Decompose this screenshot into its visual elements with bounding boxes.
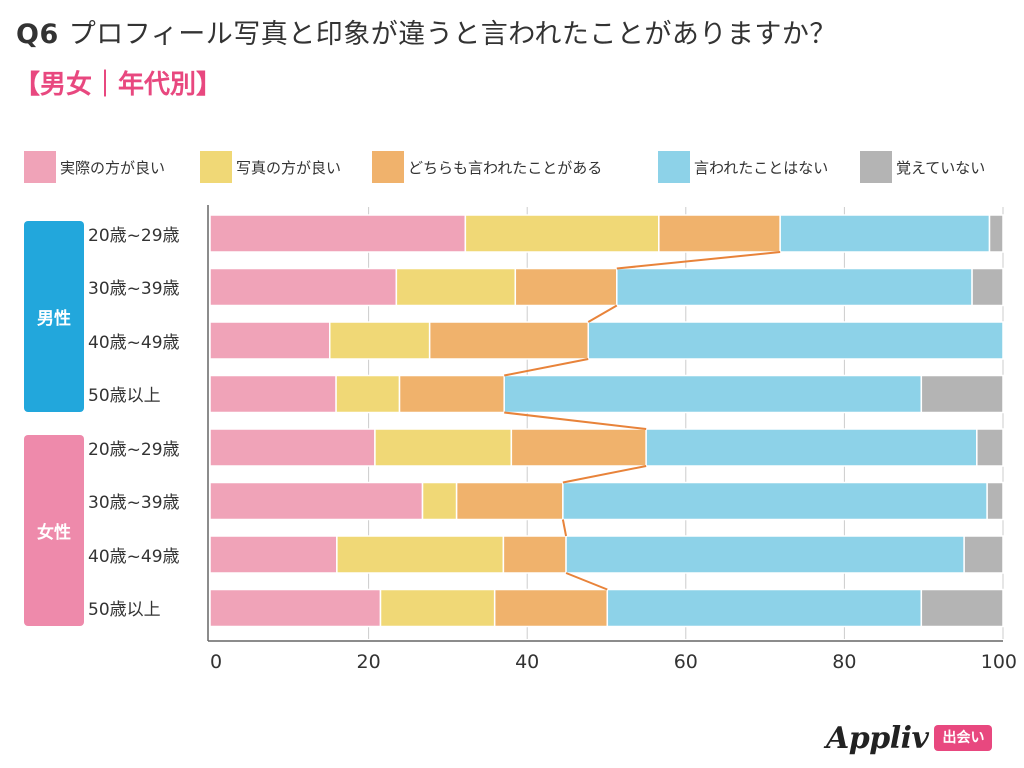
legend-swatch (372, 151, 404, 183)
connector-line-6 (561, 519, 568, 537)
group-badge-female: 女性 (24, 435, 84, 626)
legend-label: 言われたことはない (694, 158, 829, 177)
bar-3-4 (587, 321, 1004, 360)
bar-4-1 (209, 374, 337, 414)
logo-tag: 出会い (934, 725, 993, 751)
x-tick-label-20: 20 (357, 651, 381, 673)
bar-6-5 (986, 481, 1004, 521)
legend-label: どちらも言われたことがある (408, 158, 603, 177)
bar-5-2 (374, 428, 513, 467)
bar-7-1 (209, 535, 338, 574)
bar-1-1 (209, 214, 467, 253)
legend-label: 写真の方が良い (236, 158, 342, 177)
connector-line-7 (565, 572, 608, 591)
bar-2-4 (616, 267, 973, 307)
x-tick-label-80: 80 (832, 651, 856, 673)
bar-8-1 (209, 588, 382, 628)
legend-label: 実際の方が良い (60, 158, 166, 177)
bar-1-3 (658, 214, 781, 253)
row-label: 30歳~39歳 (88, 493, 180, 513)
connector-line-5 (562, 465, 647, 484)
bar-5-3 (510, 428, 647, 467)
bar-8-2 (379, 588, 496, 628)
bar-4-3 (398, 374, 505, 414)
bar-6-4 (562, 481, 988, 521)
connector-line-4 (504, 411, 647, 430)
legend-item: 覚えていない (860, 150, 985, 184)
bar-4-5 (920, 374, 1004, 414)
row-label: 40歳~49歳 (88, 332, 180, 353)
legend-label: 覚えていない (896, 158, 986, 177)
question-title: Q6 プロフィール写真と印象が違うと言われたことがありますか？ (16, 12, 1016, 51)
bar-4-4 (503, 374, 923, 414)
legend-item: 実際の方が良い (24, 150, 165, 184)
row-label: 30歳~39歳 (88, 279, 180, 299)
bar-1-2 (464, 214, 660, 253)
bar-2-2 (395, 267, 517, 307)
bar-6-1 (209, 481, 424, 521)
bar-7-5 (963, 535, 1004, 574)
legend-swatch (860, 151, 892, 183)
bar-7-3 (502, 535, 567, 574)
row-label: 50歳以上 (88, 386, 161, 406)
row-label: 50歳以上 (88, 600, 161, 620)
bar-5-1 (209, 428, 376, 467)
question-number: Q6 (16, 19, 59, 50)
connector-line-3 (504, 358, 589, 377)
question-text: プロフィール写真と印象が違うと言われたことがありますか？ (68, 19, 837, 50)
row-label: 20歳~29歳 (88, 439, 180, 460)
bar-3-2 (328, 321, 431, 360)
legend-swatch (658, 151, 690, 183)
bar-3-1 (209, 321, 331, 360)
bar-1-4 (779, 214, 991, 253)
legend-swatch (200, 151, 232, 183)
legend-item: どちらも言われたことがある (372, 150, 602, 184)
bar-8-5 (920, 588, 1004, 628)
connector-line-2 (587, 304, 618, 323)
bar-2-5 (971, 267, 1004, 307)
legend-item: 言われたことはない (658, 150, 828, 184)
x-tick-label-60: 60 (674, 651, 698, 673)
bar-7-2 (336, 535, 505, 574)
appliv-logo: Appliv 出会い (826, 720, 993, 756)
x-tick-label-100: 100 (981, 651, 1017, 673)
bar-2-1 (209, 267, 398, 307)
bar-8-3 (493, 588, 609, 628)
group-badge-male: 男性 (24, 221, 84, 412)
legend: 実際の方が良い 写真の方が良い どちらも言われたことがある 言われたことはない 覚えてい… (24, 150, 1014, 184)
bar-8-4 (606, 588, 923, 628)
bar-6-2 (421, 481, 458, 521)
x-tick-label-40: 40 (515, 651, 539, 673)
legend-swatch (24, 151, 56, 183)
legend-item: 写真の方が良い (200, 150, 341, 184)
bar-6-3 (455, 481, 564, 521)
chart-subtitle: 【男女｜年代別】 (14, 70, 223, 100)
connector-line-1 (616, 251, 781, 270)
bar-3-3 (428, 321, 590, 360)
bar-1-5 (988, 214, 1004, 253)
bar-5-5 (976, 428, 1004, 467)
bar-4-2 (335, 374, 401, 414)
bar-2-3 (514, 267, 618, 307)
row-label: 40歳~49歳 (88, 546, 180, 567)
bar-5-4 (645, 428, 978, 467)
bar-7-4 (565, 535, 965, 574)
row-label: 20歳~29歳 (88, 225, 180, 246)
logo-wordmark: Appliv (826, 720, 929, 756)
x-tick-label-0: 0 (210, 651, 222, 673)
